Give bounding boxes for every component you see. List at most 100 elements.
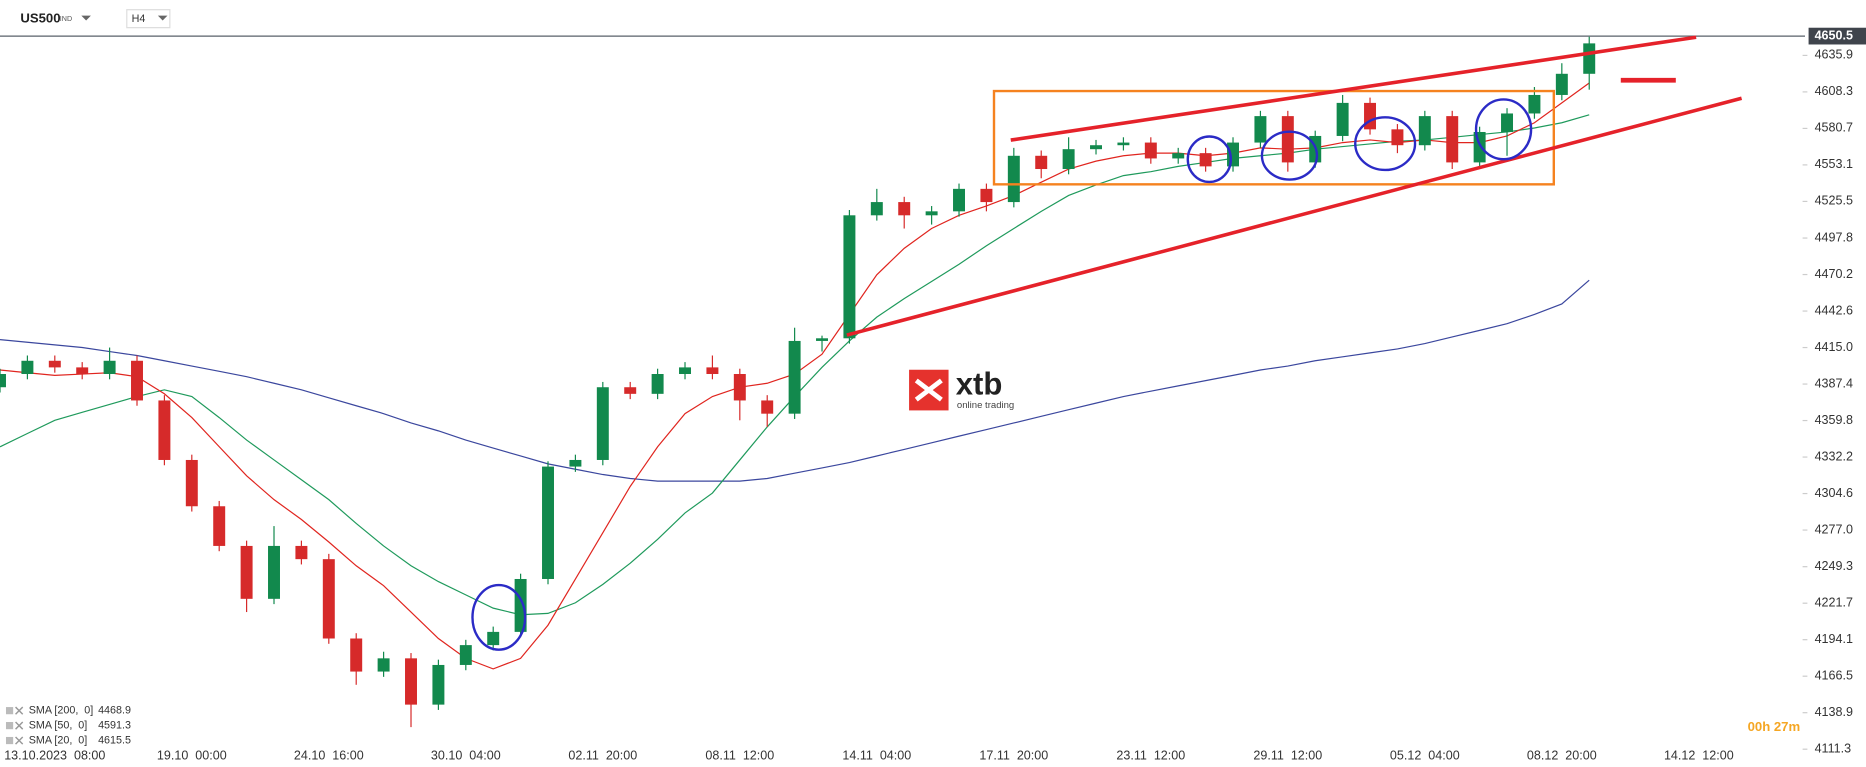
candle-body: [1391, 129, 1404, 146]
plot-area: 4635.9 4608.3 4580.7 4553.1 4525.5 4497.8 4470…: [0, 27, 1866, 762]
y-tick-label: 4580.7: [1815, 121, 1853, 135]
market: IND: [60, 15, 72, 23]
candle-body: [240, 545, 253, 599]
x-tick-label: 08.11 12:00: [705, 748, 774, 762]
y-tick-label: 4497.8: [1815, 230, 1853, 244]
y-tick-label: 4166.5: [1815, 669, 1853, 683]
x-tick-label: 08.12 20:00: [1527, 748, 1597, 762]
legend-close[interactable]: [15, 736, 24, 745]
candle-body: [131, 360, 143, 401]
interval: H4: [132, 13, 146, 25]
candle-body: [1528, 94, 1541, 114]
y-tick-label: 4608.3: [1815, 84, 1853, 98]
y-tick-label: 4194.1: [1815, 632, 1853, 646]
candle-body: [706, 367, 719, 375]
candle-body: [980, 188, 993, 203]
legend-value: 4615.5: [98, 734, 131, 746]
candle-body: [898, 202, 911, 216]
price-label-box: [1808, 27, 1866, 45]
candle-body: [350, 638, 363, 672]
price-label: 4650.5: [1815, 28, 1853, 42]
candle-body: [651, 374, 664, 394]
symbol[interactable]: US500: [20, 11, 60, 26]
logo-brand: xtb: [956, 367, 1003, 402]
legend-close[interactable]: [15, 721, 24, 730]
interval-box[interactable]: [126, 9, 171, 29]
y-tick-label: 4525.5: [1815, 194, 1853, 208]
candle-body: [405, 658, 417, 705]
x-tick-label: 13.10.2023 08:00: [4, 748, 105, 762]
candle-body: [1035, 155, 1048, 170]
x-tick-label: 24.10 16:00: [294, 748, 364, 762]
symbol-dropdown[interactable]: [81, 15, 91, 21]
x-tick-label: 29.11 12:00: [1253, 748, 1322, 762]
candle-body: [1446, 116, 1459, 163]
candle-body: [1501, 113, 1514, 132]
legend-value: 4591.3: [98, 719, 131, 731]
candle-body: [1418, 116, 1431, 146]
candle-body: [788, 340, 801, 414]
candle-body: [733, 374, 746, 401]
candle-body: [1117, 142, 1130, 146]
legend-value: 4468.9: [98, 704, 131, 716]
candle-body: [1172, 153, 1185, 159]
candle-body: [185, 459, 198, 507]
annotations: [471, 35, 1743, 651]
candle-body: [843, 215, 856, 339]
logo-x: [914, 378, 943, 402]
candle-body: [0, 374, 6, 388]
y-tick-label: 4635.9: [1815, 48, 1853, 62]
range-box: [992, 89, 1555, 186]
candle-body: [1227, 142, 1240, 167]
candle-body: [1199, 153, 1212, 167]
circle-mark: [471, 583, 527, 651]
legend-name: SMA [20, 0]: [29, 734, 88, 746]
x-tick-label: 30.10 04:00: [431, 748, 501, 762]
sma-line: [0, 279, 1590, 482]
candle-body: [21, 360, 34, 375]
circle-mark: [1260, 130, 1319, 181]
candle-body: [268, 545, 280, 599]
x-tick-label: 02.11 20:00: [568, 748, 637, 762]
legend-icon: [5, 707, 14, 715]
candle-body: [1254, 116, 1267, 143]
y-tick-label: 4249.3: [1815, 559, 1853, 573]
candle-body: [596, 387, 609, 460]
candle-body: [1364, 102, 1377, 130]
candle-body: [48, 360, 61, 368]
candle-body: [432, 664, 445, 705]
candle-body: [1062, 149, 1075, 170]
circle-mark: [1186, 135, 1233, 184]
candle-body: [1555, 73, 1568, 95]
trend-line: [1010, 35, 1697, 142]
interval-dropdown[interactable]: [157, 15, 168, 21]
candle-body: [953, 188, 965, 212]
y-tick-label: 4111.3: [1815, 742, 1852, 756]
candle-body: [487, 631, 500, 646]
x-tick-label: 05.12 04:00: [1390, 748, 1460, 762]
y-tick-label: 4415.0: [1815, 340, 1853, 354]
x-tick-label: 14.11 04:00: [842, 748, 911, 762]
candle-body: [1473, 131, 1486, 163]
y-tick-label: 4221.7: [1815, 596, 1853, 610]
trend-line: [846, 96, 1743, 337]
candle-body: [1007, 155, 1020, 203]
y-tick-label: 4304.6: [1815, 486, 1853, 500]
candle-body: [1336, 102, 1349, 136]
candle-body: [679, 367, 691, 375]
y-tick-label: 4138.9: [1815, 705, 1853, 719]
legend-name: SMA [200, 0]: [29, 704, 94, 716]
candle-body: [76, 367, 89, 375]
circle-mark: [1474, 98, 1533, 161]
legend-name: SMA [50, 0]: [29, 719, 88, 731]
candle-body: [103, 360, 116, 375]
x-tick-label: 17.11 20:00: [979, 748, 1048, 762]
candle-body: [1144, 142, 1157, 159]
y-tick-label: 4470.2: [1815, 267, 1853, 281]
legend-close[interactable]: [15, 706, 24, 715]
countdown: 00h 27m: [1748, 719, 1801, 734]
legend-icon: [5, 736, 14, 745]
y-tick-label: 4332.2: [1815, 449, 1853, 463]
